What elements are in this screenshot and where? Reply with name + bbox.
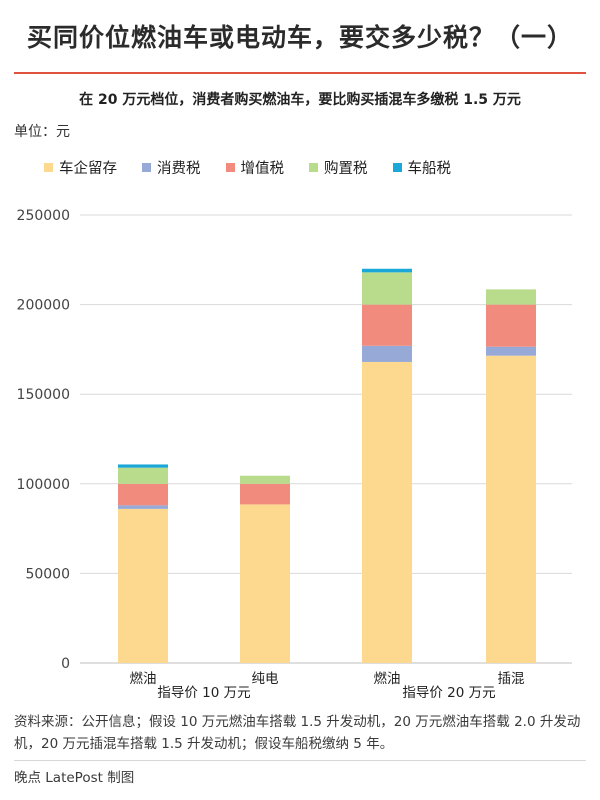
bar-segment: [362, 272, 412, 305]
bar-segment: [118, 464, 168, 468]
x-category-label: 燃油: [374, 670, 401, 687]
bar-segment: [486, 304, 536, 347]
legend-item: 购置税: [309, 157, 368, 178]
bar-segment: [486, 346, 536, 356]
source-note: 资料来源：公开信息；假设 10 万元燃油车搭载 1.5 升发动机，20 万元燃油…: [14, 714, 581, 752]
bar-segment: [362, 268, 412, 273]
legend-item: 增值税: [225, 157, 285, 178]
bar-segment: [240, 475, 290, 484]
bar-segment: [486, 355, 536, 663]
bar-segment: [362, 345, 412, 362]
legend-label: 车企留存: [59, 161, 117, 177]
bar-segment: [362, 304, 412, 346]
bar-segment: [118, 467, 168, 484]
title-divider: [14, 72, 586, 74]
y-tick-label: 250000: [17, 208, 70, 224]
chart-title: 买同价位燃油车或电动车，要交多少税？（一）: [26, 23, 573, 52]
legend-label: 购置税: [324, 161, 368, 177]
legend-item: 车企留存: [44, 157, 117, 178]
legend-label: 消费税: [157, 161, 201, 177]
legend: 车企留存 消费税 增值税 购置税 车船税: [44, 157, 476, 178]
chart-subtitle: 在 20 万元档位，消费者购买燃油车，要比购买插混车多缴税 1.5 万元: [79, 92, 521, 108]
x-group-label: 指导价 10 万元: [157, 685, 250, 701]
bar-segment: [118, 508, 168, 663]
legend-swatch: [309, 163, 318, 172]
bar-segment: [118, 505, 168, 509]
x-category-label: 纯电: [252, 671, 279, 687]
legend-item: 消费税: [142, 157, 201, 178]
footer-divider: [14, 760, 586, 761]
bar-segment: [240, 483, 290, 505]
y-tick-label: 150000: [17, 387, 70, 403]
legend-label: 增值税: [240, 161, 285, 177]
bar-segment: [118, 483, 168, 506]
bars: [118, 268, 536, 663]
legend-label: 车船税: [407, 161, 452, 177]
bar-segment: [240, 504, 290, 663]
y-tick-label: 0: [61, 656, 70, 672]
bar-segment: [362, 361, 412, 663]
unit-label: 单位：元: [14, 124, 70, 140]
legend-swatch: [225, 163, 235, 172]
x-category-label: 燃油: [130, 670, 157, 687]
legend-swatch: [142, 163, 151, 172]
y-tick-label: 100000: [17, 477, 70, 493]
legend-item: 车船税: [392, 157, 452, 178]
x-group-label: 指导价 20 万元: [402, 685, 495, 701]
bar-segment: [486, 289, 536, 305]
credit-line: 晚点 LatePost 制图: [14, 770, 135, 786]
y-tick-label: 200000: [17, 298, 70, 314]
x-category-label: 插混: [498, 671, 526, 687]
legend-swatch: [392, 163, 402, 172]
y-axis: 0 50000 100000 150000 200000 250000: [17, 208, 70, 672]
legend-swatch: [44, 163, 53, 172]
y-tick-label: 50000: [25, 566, 70, 582]
